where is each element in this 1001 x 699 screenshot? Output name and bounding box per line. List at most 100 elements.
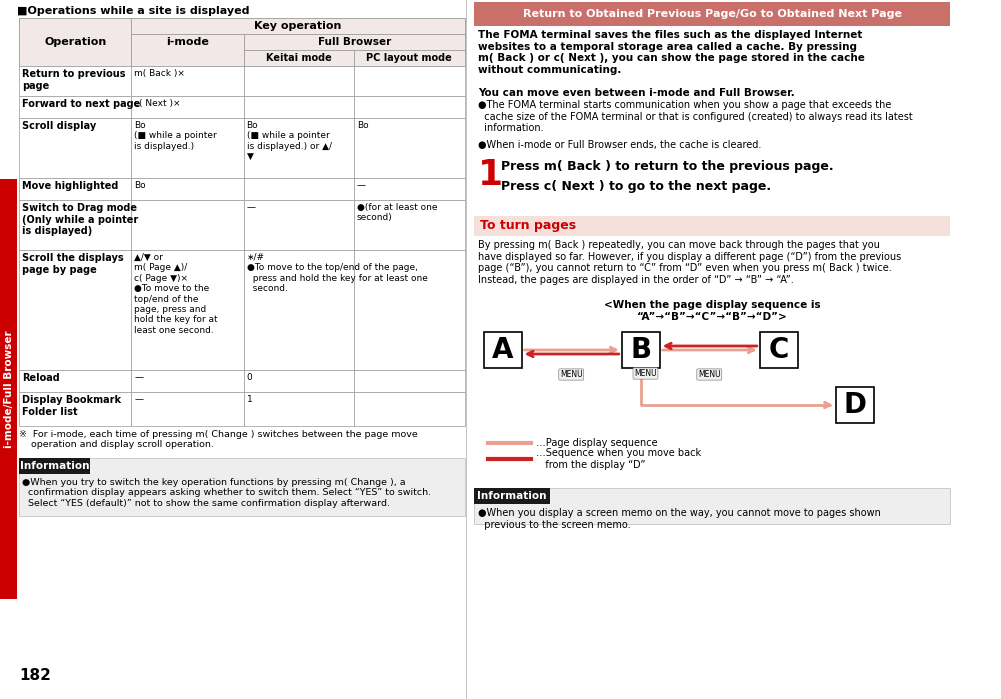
Bar (19, 66, 131, 96)
Text: A: A (491, 336, 514, 364)
Bar (243, 370, 354, 392)
Bar (354, 178, 464, 200)
Bar (19, 370, 131, 392)
Text: i-mode: i-mode (166, 37, 209, 47)
Bar (19, 118, 131, 178)
Text: —: — (246, 203, 255, 212)
Bar (19, 96, 131, 118)
Text: ※  For i-mode, each time of pressing m( Change ) switches between the page move
: ※ For i-mode, each time of pressing m( C… (19, 430, 417, 449)
Bar (19, 18, 464, 66)
Bar (19, 458, 90, 474)
Text: Press m( Back ) to return to the previous page.: Press m( Back ) to return to the previou… (500, 160, 834, 173)
Bar (836, 387, 874, 423)
Bar (131, 66, 243, 96)
Bar (243, 250, 354, 370)
Text: Keitai mode: Keitai mode (266, 53, 331, 63)
Text: D: D (844, 391, 867, 419)
Bar (354, 250, 464, 370)
Text: Bo: Bo (134, 181, 146, 190)
Bar (474, 488, 551, 504)
Bar (354, 118, 464, 178)
Text: —: — (134, 373, 143, 382)
Text: Operation: Operation (44, 37, 106, 47)
Text: MENU: MENU (635, 369, 657, 378)
Bar (131, 178, 243, 200)
Text: Information: Information (477, 491, 547, 501)
Text: ▲/▼ or
m( Page ▲)/
c( Page ▼)×
●To move to the
top/end of the
page, press and
ho: ▲/▼ or m( Page ▲)/ c( Page ▼)× ●To move … (134, 253, 218, 335)
Text: ∗/#
●To move to the top/end of the page,
  press and hold the key for at least o: ∗/# ●To move to the top/end of the page,… (246, 253, 427, 293)
Bar (131, 370, 243, 392)
Bar (354, 200, 464, 250)
Bar (131, 392, 243, 426)
Text: ●(for at least one
second): ●(for at least one second) (357, 203, 437, 222)
Text: Press c( Next ) to go to the next page.: Press c( Next ) to go to the next page. (500, 180, 771, 193)
Bar (760, 332, 798, 368)
Text: 182: 182 (19, 668, 51, 683)
Text: 1: 1 (246, 395, 252, 404)
Bar (622, 332, 660, 368)
Text: Bo
(■ while a pointer
is displayed.) or ▲/
▼: Bo (■ while a pointer is displayed.) or … (246, 121, 331, 161)
Text: MENU: MENU (698, 370, 721, 379)
Text: …Sequence when you move back
   from the display “D”: …Sequence when you move back from the di… (536, 448, 701, 470)
Bar (354, 370, 464, 392)
Bar (354, 66, 464, 96)
Bar (19, 250, 131, 370)
Text: Return to Obtained Previous Page/Go to Obtained Next Page: Return to Obtained Previous Page/Go to O… (523, 9, 902, 19)
Text: Return to previous
page: Return to previous page (22, 69, 125, 91)
Text: MENU: MENU (560, 372, 583, 381)
Bar (243, 200, 354, 250)
Bar (243, 392, 354, 426)
Text: B: B (631, 336, 652, 364)
Bar (19, 458, 464, 516)
Text: Scroll display: Scroll display (22, 121, 96, 131)
Text: i-mode/Full Browser: i-mode/Full Browser (4, 330, 14, 448)
Text: Information: Information (20, 461, 90, 471)
Text: ●When i-mode or Full Browser ends, the cache is cleared.: ●When i-mode or Full Browser ends, the c… (477, 140, 762, 150)
Text: PC layout mode: PC layout mode (366, 53, 452, 63)
Text: ●The FOMA terminal starts communication when you show a page that exceeds the
  : ●The FOMA terminal starts communication … (477, 100, 913, 134)
Text: MENU: MENU (560, 370, 583, 379)
Bar (243, 178, 354, 200)
Bar (474, 2, 950, 26)
Text: By pressing m( Back ) repeatedly, you can move back through the pages that you
h: By pressing m( Back ) repeatedly, you ca… (477, 240, 901, 284)
Text: The FOMA terminal saves the files such as the displayed Internet
websites to a t: The FOMA terminal saves the files such a… (477, 30, 865, 75)
Bar (354, 392, 464, 426)
Text: Bo
(■ while a pointer
is displayed.): Bo (■ while a pointer is displayed.) (134, 121, 217, 151)
Text: Bo: Bo (357, 121, 368, 130)
Text: Display Bookmark
Folder list: Display Bookmark Folder list (22, 395, 121, 417)
Text: <When the page display sequence is
“A”→“B”→“C”→“B”→“D”>: <When the page display sequence is “A”→“… (604, 300, 821, 322)
Bar (131, 118, 243, 178)
Bar (483, 332, 522, 368)
Text: Full Browser: Full Browser (317, 37, 390, 47)
Text: 0: 0 (246, 373, 252, 382)
Text: ●When you display a screen memo on the way, you cannot move to pages shown
  pre: ●When you display a screen memo on the w… (477, 508, 881, 530)
Text: —: — (357, 181, 366, 190)
Text: ■Operations while a site is displayed: ■Operations while a site is displayed (17, 6, 249, 16)
Bar (19, 178, 131, 200)
Bar (131, 96, 243, 118)
Text: —: — (134, 395, 143, 404)
Text: C: C (769, 336, 789, 364)
Text: m( Back )×: m( Back )× (134, 69, 185, 78)
Bar (474, 216, 950, 236)
Text: Move highlighted: Move highlighted (22, 181, 118, 191)
Bar (354, 96, 464, 118)
Text: Scroll the displays
page by page: Scroll the displays page by page (22, 253, 123, 275)
Text: c( Next )×: c( Next )× (134, 99, 181, 108)
Bar (131, 250, 243, 370)
Bar (474, 488, 950, 524)
Text: ●When you try to switch the key operation functions by pressing m( Change ), a
 : ●When you try to switch the key operatio… (22, 478, 431, 507)
Text: Reload: Reload (22, 373, 60, 383)
Bar (243, 118, 354, 178)
Text: Forward to next page: Forward to next page (22, 99, 140, 109)
Bar (0, 179, 17, 599)
Bar (243, 66, 354, 96)
Text: …Page display sequence: …Page display sequence (536, 438, 658, 448)
Text: Switch to Drag mode
(Only while a pointer
is displayed): Switch to Drag mode (Only while a pointe… (22, 203, 138, 236)
Bar (131, 200, 243, 250)
Text: 1: 1 (477, 158, 504, 192)
Text: Key operation: Key operation (254, 21, 341, 31)
Text: You can move even between i-mode and Full Browser.: You can move even between i-mode and Ful… (477, 88, 795, 98)
Bar (19, 200, 131, 250)
Bar (243, 96, 354, 118)
